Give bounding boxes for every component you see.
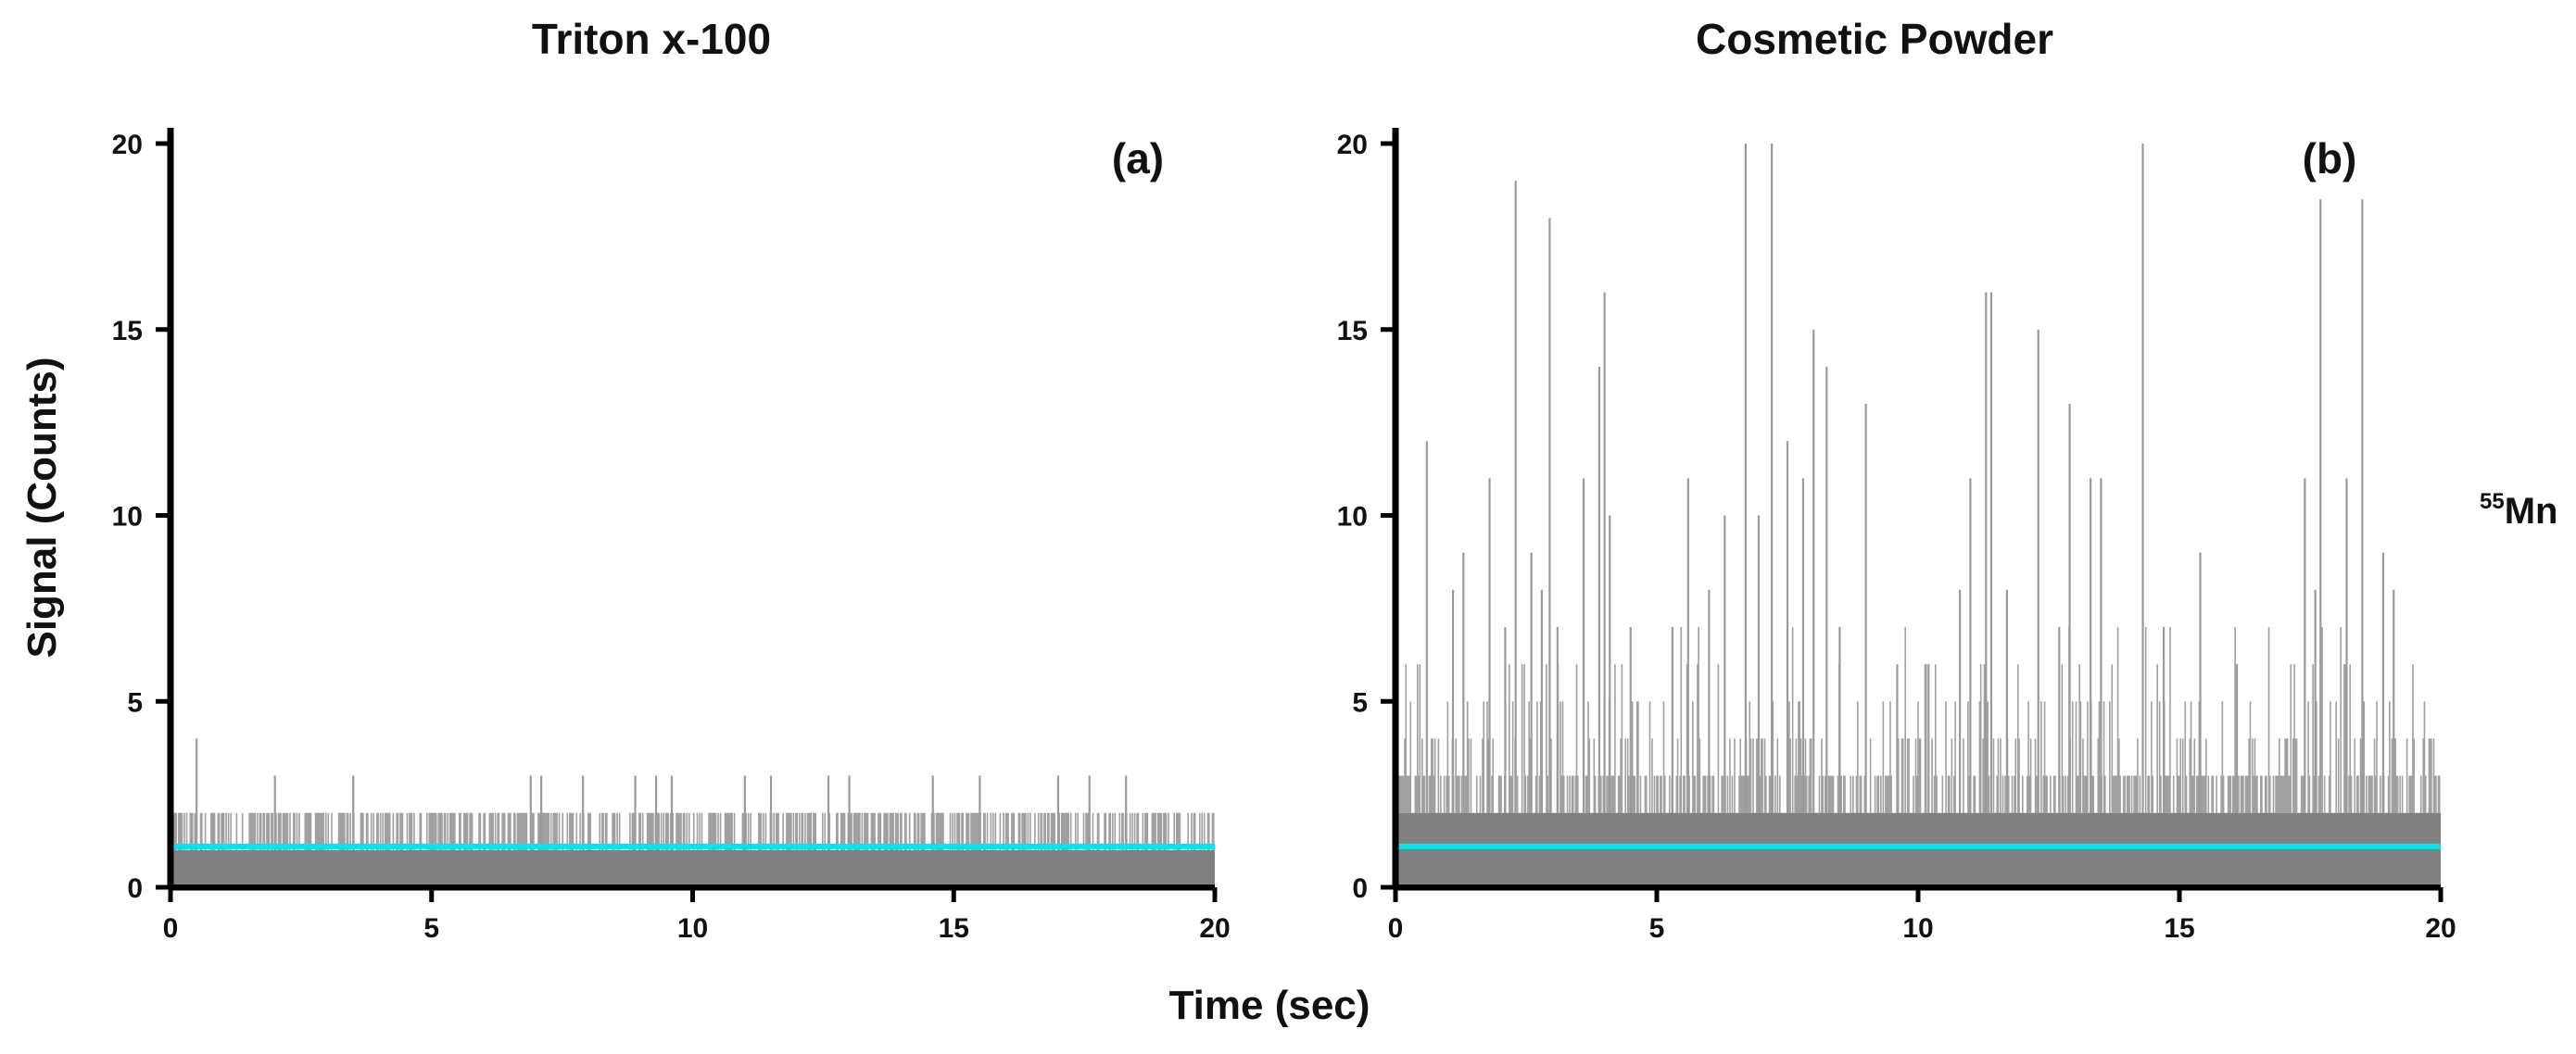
panel-a-signal-band [170,849,1215,884]
y-tick-label: 15 [112,316,143,346]
x-tick-label: 15 [2164,913,2194,944]
panel-a-bars [170,738,1215,850]
x-tick-label: 0 [163,913,179,944]
x-tick-label: 10 [677,913,708,944]
panel-a-label: (a) [1112,134,1164,182]
panel-b-ticks: 0 5 10 15 20 0 5 10 15 20 [1337,130,2456,944]
x-tick-label: 0 [1388,913,1404,944]
panel-a: Triton x-100 (a) 0 5 10 15 20 0 5 10 15 20 [112,15,1231,944]
panel-b: Cosmetic Powder (b) 0 5 10 15 20 0 5 10 15 20 [1337,15,2456,944]
y-tick-label: 10 [1337,502,1368,533]
x-tick-label: 20 [1199,913,1230,944]
x-tick-label: 15 [939,913,969,944]
y-tick-label: 0 [1352,873,1368,904]
isotope-element: Mn [2505,491,2558,532]
panel-a-ticks: 0 5 10 15 20 0 5 10 15 20 [112,130,1231,944]
y-tick-label: 5 [1352,687,1368,718]
y-tick-label: 10 [112,502,143,533]
panel-b-bars [1395,144,2441,813]
panel-a-title: Triton x-100 [532,15,771,63]
x-tick-label: 5 [1649,913,1665,944]
x-axis-label: Time (sec) [1169,983,1370,1028]
panel-b-label: (b) [2303,134,2357,182]
x-tick-label: 5 [423,913,439,944]
isotope-label: 55Mn [2480,489,2557,532]
y-tick-label: 0 [127,873,143,904]
y-tick-label: 5 [127,687,143,718]
isotope-mass: 55 [2480,489,2505,514]
x-tick-label: 20 [2425,913,2456,944]
y-tick-label: 20 [1337,130,1368,160]
x-tick-label: 10 [1902,913,1933,944]
panel-b-title: Cosmetic Powder [1696,15,2053,63]
y-axis-label: Signal (Counts) [19,357,65,658]
y-tick-label: 15 [1337,316,1368,346]
y-tick-label: 20 [112,130,143,160]
